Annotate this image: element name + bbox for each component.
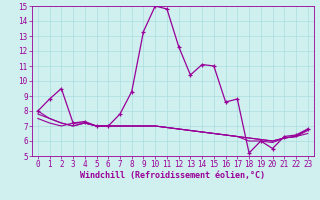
X-axis label: Windchill (Refroidissement éolien,°C): Windchill (Refroidissement éolien,°C) xyxy=(80,171,265,180)
